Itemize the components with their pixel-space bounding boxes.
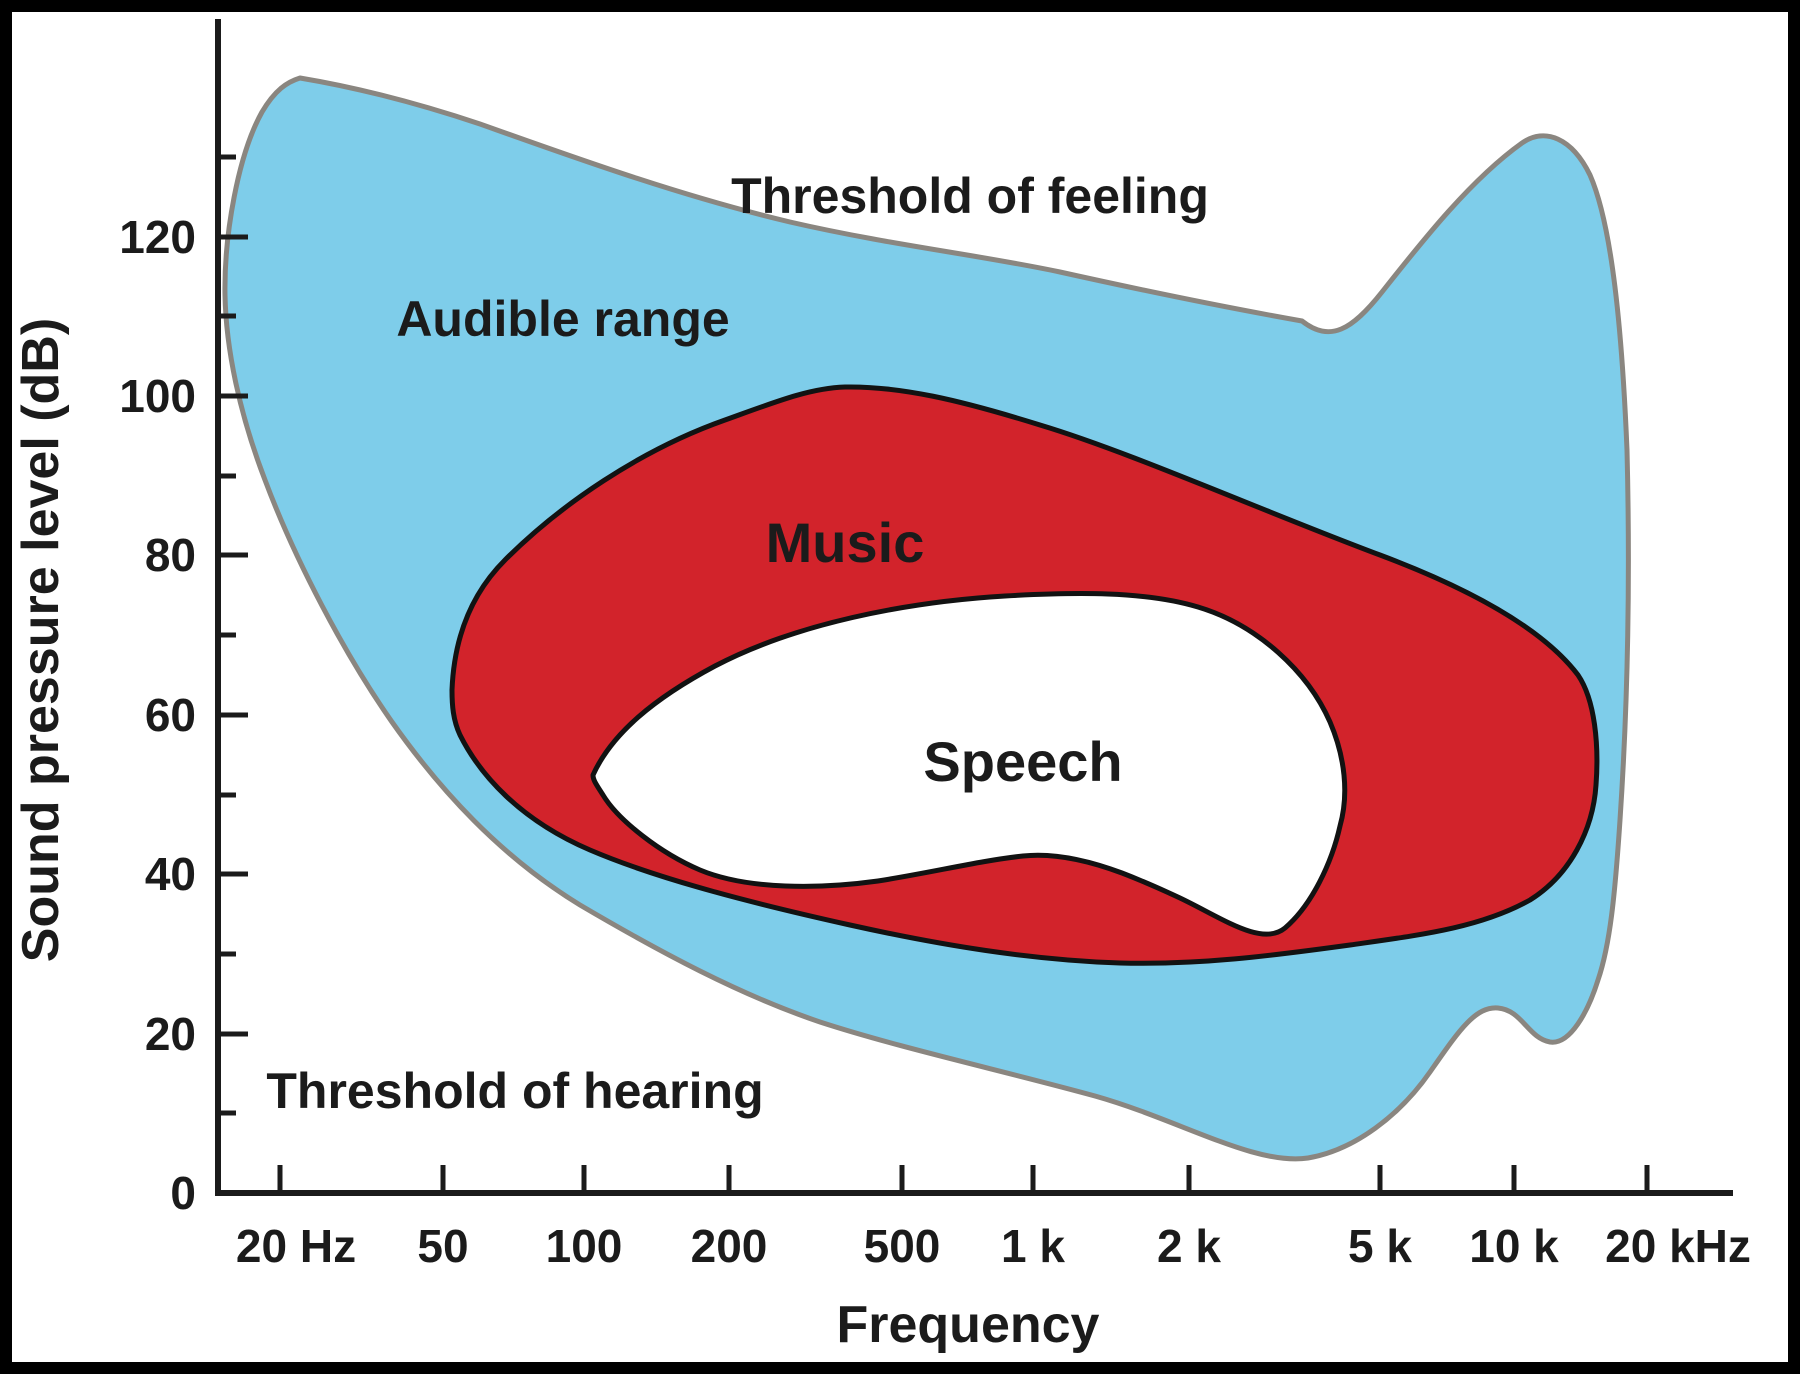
y-tick-label: 120	[119, 211, 196, 263]
x-tick-label: 20 kHz	[1605, 1220, 1751, 1272]
x-tick-label: 20 Hz	[236, 1220, 356, 1272]
x-tick-label: 50	[417, 1220, 468, 1272]
y-tick-label: 80	[145, 529, 196, 581]
x-axis-ticks: 20 Hz 50 100 200 500 1 k 2 k 5 k 10 k 20 kHz	[236, 1165, 1751, 1272]
x-tick-label: 500	[864, 1220, 941, 1272]
label-audible-range: Audible range	[396, 291, 729, 347]
y-tick-label: 20	[145, 1008, 196, 1060]
x-axis-title: Frequency	[837, 1296, 1100, 1354]
label-threshold-of-feeling: Threshold of feeling	[731, 168, 1209, 224]
x-tick-label: 2 k	[1157, 1220, 1221, 1272]
label-music: Music	[766, 511, 925, 574]
y-axis-ticks: 0 20 40 60 80 100 120	[119, 154, 248, 1219]
y-tick-label: 100	[119, 370, 196, 422]
y-axis-title: Sound pressure level (dB)	[12, 318, 70, 962]
label-threshold-of-hearing: Threshold of hearing	[266, 1063, 763, 1119]
x-tick-label: 5 k	[1348, 1220, 1412, 1272]
x-tick-label: 100	[546, 1220, 623, 1272]
y-tick-label: 0	[170, 1167, 196, 1219]
y-tick-label: 60	[145, 689, 196, 741]
x-tick-label: 10 k	[1469, 1220, 1559, 1272]
label-speech: Speech	[923, 730, 1122, 793]
x-tick-label: 200	[691, 1220, 768, 1272]
x-tick-label: 1 k	[1001, 1220, 1065, 1272]
y-tick-label: 40	[145, 848, 196, 900]
axes	[215, 19, 1733, 1196]
speech-region	[590, 591, 1348, 937]
